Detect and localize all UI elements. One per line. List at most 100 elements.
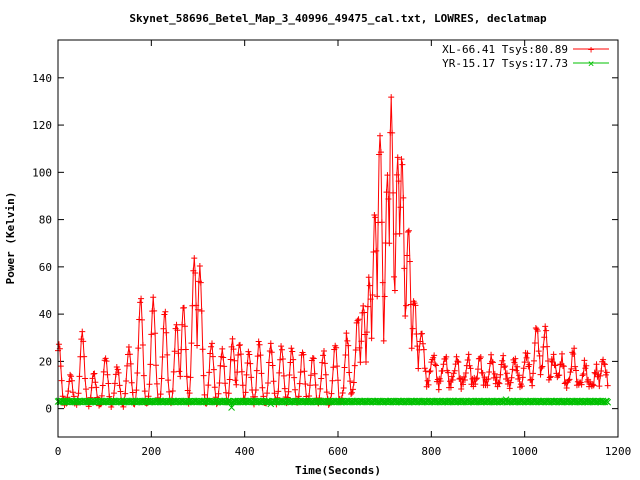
- series-xl-point: [600, 356, 607, 363]
- series-xl-point: [343, 330, 350, 337]
- series-xl-point: [57, 363, 64, 370]
- legend: XL-66.41 Tsys:80.89 + YR-15.17 Tsys:17.7…: [442, 43, 609, 70]
- series-xl-point: [208, 343, 215, 350]
- series-xl-point: [264, 390, 271, 397]
- series-xl-point: [529, 382, 536, 389]
- series-xl-point: [398, 156, 405, 163]
- series-xl-point: [494, 383, 501, 390]
- series-xl-point: [339, 390, 346, 397]
- series-xl-point: [504, 381, 511, 388]
- series-xl-point: [354, 317, 361, 324]
- series-xl-point: [330, 364, 337, 371]
- series-xl-point: [474, 375, 481, 382]
- series-xl-point: [508, 374, 515, 381]
- series-xl-point: [556, 372, 563, 379]
- series-xl-point: [523, 354, 530, 361]
- series-xl-point: [488, 351, 495, 358]
- series-xl-point: [187, 374, 194, 381]
- series-xl-point: [271, 390, 278, 397]
- series-xl-point: [148, 331, 155, 338]
- series-xl-point: [407, 301, 414, 308]
- series-xl-point: [322, 371, 329, 378]
- series-xl-point: [278, 343, 285, 350]
- series-xl-point: [356, 344, 363, 351]
- series-xl-point: [390, 189, 397, 196]
- series-xl-point: [231, 357, 238, 364]
- series-xl-point: [219, 345, 226, 352]
- series-xl-point: [473, 376, 480, 383]
- series-xl-point: [129, 389, 136, 396]
- series-xl-point: [69, 389, 76, 396]
- series-xl-point: [311, 370, 318, 377]
- series-xl-point: [300, 351, 307, 358]
- series-xl-point: [493, 374, 500, 381]
- series-xl-point: [406, 258, 413, 265]
- series-xl-point: [233, 381, 240, 388]
- series-xl-point: [267, 340, 274, 347]
- series-xl-point: [252, 387, 259, 394]
- series-xl-point: [460, 381, 467, 388]
- series-xl-point: [365, 274, 372, 281]
- series-xl-point: [369, 291, 376, 298]
- series-xl-point: [276, 369, 283, 376]
- series-xl-point: [386, 240, 393, 247]
- series-xl-point: [225, 390, 232, 397]
- series-xl-point: [176, 368, 183, 375]
- series-xl-point: [81, 353, 88, 360]
- series-xl-point: [115, 369, 122, 376]
- series-xl-point: [566, 376, 573, 383]
- series-xl-point: [209, 353, 216, 360]
- series-xl-point: [516, 372, 523, 379]
- series-xl-point: [291, 374, 298, 381]
- series-xl-point: [377, 149, 384, 156]
- series-xl-point: [445, 369, 452, 376]
- series-xl-point: [237, 341, 243, 348]
- series-xl-point: [307, 372, 314, 379]
- series-xl-point: [226, 376, 233, 383]
- series-xl-point: [309, 354, 316, 361]
- series-xl-point: [526, 361, 533, 368]
- series-xl-point: [400, 194, 407, 201]
- series-xl-point: [581, 357, 588, 364]
- series-xl-point: [333, 344, 340, 351]
- series-xl-point: [449, 376, 456, 383]
- series-xl-point: [531, 357, 537, 364]
- series-xl-point: [572, 363, 579, 370]
- series-xl-point: [373, 247, 380, 254]
- series-xl-point: [254, 353, 261, 360]
- series-xl-point: [255, 338, 262, 345]
- series-xl-point: [431, 352, 438, 359]
- series-xl-point: [447, 384, 454, 391]
- series-xl-point: [265, 380, 271, 387]
- series-xl-point: [67, 371, 74, 378]
- series-xl-point: [568, 365, 575, 372]
- series-xl-point: [111, 390, 117, 397]
- series-xl-point: [175, 350, 182, 357]
- series-xl-point: [360, 302, 367, 309]
- series-xl-point: [269, 362, 276, 369]
- series-xl-point: [91, 370, 98, 377]
- series-xl-point: [139, 316, 145, 323]
- x-tick-label: 600: [328, 445, 348, 458]
- series-xl-point: [548, 356, 555, 363]
- x-tick-label: 200: [141, 445, 161, 458]
- series-xl-point: [448, 373, 455, 380]
- series-xl-point: [583, 362, 590, 369]
- series-xl-point: [246, 351, 253, 358]
- series-xl-point: [137, 299, 144, 306]
- series-xl-point: [157, 391, 164, 398]
- series-xl-point: [307, 382, 313, 389]
- series-xl-point: [205, 382, 212, 389]
- series-xl-point: [509, 366, 516, 373]
- legend-plus-xl: +: [588, 43, 595, 56]
- series-xl-point: [506, 385, 513, 392]
- series-xl-point: [535, 348, 542, 355]
- series-xl-point: [346, 369, 353, 376]
- series-xl-point: [602, 371, 609, 378]
- series-xl-point: [79, 328, 86, 335]
- series-xl-point: [222, 380, 229, 387]
- series-xl-point: [344, 337, 351, 344]
- series-xl-point: [320, 352, 327, 359]
- series-xl-point: [265, 359, 272, 366]
- series-xl-point: [141, 388, 148, 395]
